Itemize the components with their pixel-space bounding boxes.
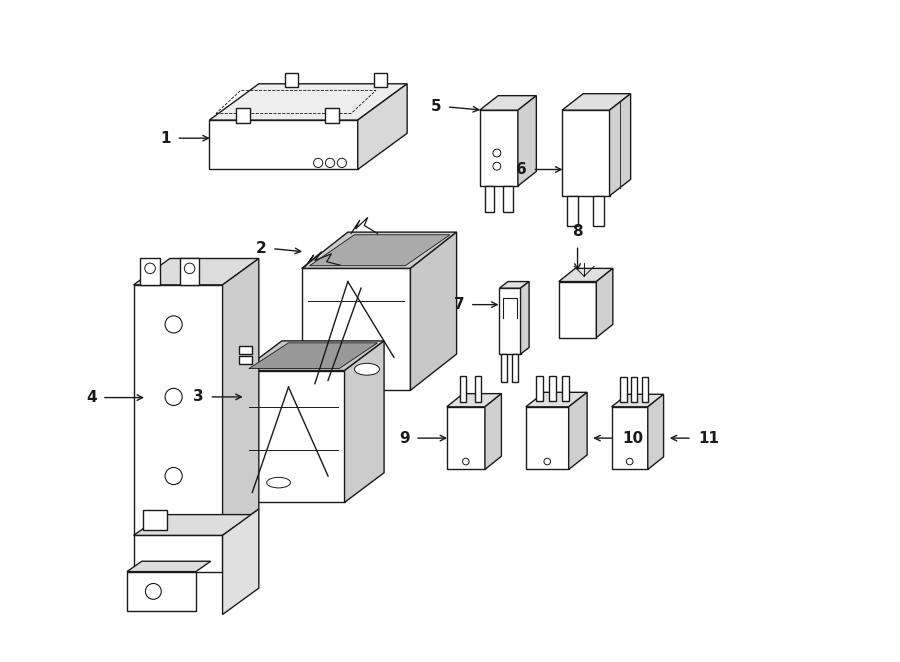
Text: 3: 3 (194, 389, 204, 404)
Bar (485, 123, 513, 140)
Polygon shape (500, 281, 529, 288)
Circle shape (313, 158, 323, 167)
Polygon shape (133, 285, 222, 536)
Ellipse shape (266, 477, 291, 488)
Polygon shape (239, 346, 252, 354)
Polygon shape (222, 258, 259, 536)
Text: 9: 9 (400, 430, 410, 446)
Polygon shape (520, 281, 529, 354)
Ellipse shape (355, 363, 380, 375)
Text: 11: 11 (698, 430, 719, 446)
Polygon shape (569, 393, 587, 469)
Polygon shape (210, 84, 407, 120)
Polygon shape (485, 186, 494, 213)
Polygon shape (642, 377, 648, 402)
Polygon shape (133, 258, 259, 285)
Polygon shape (518, 95, 536, 186)
Polygon shape (559, 281, 597, 338)
Text: 1: 1 (160, 130, 171, 146)
Circle shape (145, 263, 156, 273)
Polygon shape (222, 509, 259, 614)
Circle shape (326, 158, 335, 167)
Polygon shape (597, 268, 613, 338)
Polygon shape (374, 73, 387, 87)
Polygon shape (501, 354, 508, 382)
Polygon shape (242, 371, 345, 502)
Polygon shape (536, 376, 543, 401)
Polygon shape (345, 341, 384, 502)
Polygon shape (242, 341, 384, 371)
Polygon shape (485, 394, 501, 469)
Text: 10: 10 (622, 430, 644, 446)
Polygon shape (559, 268, 613, 281)
Polygon shape (611, 395, 663, 407)
Polygon shape (302, 232, 456, 268)
Polygon shape (239, 356, 252, 364)
Circle shape (165, 389, 182, 406)
Polygon shape (285, 73, 299, 87)
Polygon shape (562, 376, 569, 401)
Polygon shape (236, 108, 250, 123)
Bar (309, 441, 331, 459)
Circle shape (493, 149, 500, 157)
Polygon shape (620, 377, 626, 402)
Polygon shape (357, 84, 407, 169)
Polygon shape (648, 395, 663, 469)
Polygon shape (562, 94, 631, 110)
Text: 8: 8 (572, 224, 583, 239)
Polygon shape (133, 514, 252, 536)
Polygon shape (526, 407, 569, 469)
Polygon shape (446, 394, 501, 407)
Polygon shape (460, 377, 466, 402)
Text: 7: 7 (454, 297, 464, 312)
Polygon shape (480, 110, 518, 186)
Polygon shape (503, 186, 513, 213)
Polygon shape (180, 258, 200, 285)
Polygon shape (631, 377, 637, 402)
Circle shape (544, 458, 551, 465)
Polygon shape (512, 354, 517, 382)
Polygon shape (325, 108, 339, 123)
Polygon shape (567, 196, 578, 226)
Polygon shape (475, 377, 482, 402)
Circle shape (493, 162, 500, 170)
Circle shape (338, 158, 346, 167)
Polygon shape (310, 235, 450, 265)
Polygon shape (143, 510, 166, 530)
Polygon shape (127, 571, 196, 611)
Polygon shape (133, 536, 222, 571)
Circle shape (463, 458, 469, 465)
Circle shape (165, 316, 182, 333)
Polygon shape (410, 232, 456, 391)
Polygon shape (446, 407, 485, 469)
Polygon shape (249, 343, 377, 369)
Circle shape (146, 583, 161, 599)
Polygon shape (500, 288, 520, 354)
Bar (569, 124, 601, 143)
Polygon shape (222, 514, 252, 571)
Polygon shape (480, 95, 536, 110)
Text: 5: 5 (431, 99, 441, 115)
Polygon shape (549, 376, 556, 401)
Polygon shape (593, 196, 604, 226)
Polygon shape (127, 561, 211, 571)
Circle shape (184, 263, 195, 273)
Polygon shape (210, 120, 357, 169)
Polygon shape (302, 268, 410, 391)
Circle shape (165, 467, 182, 485)
Polygon shape (609, 94, 631, 196)
Text: 4: 4 (86, 390, 96, 405)
Polygon shape (140, 258, 160, 285)
Polygon shape (562, 110, 609, 196)
Polygon shape (611, 407, 648, 469)
Text: 6: 6 (517, 162, 527, 177)
Polygon shape (526, 393, 587, 407)
Text: 2: 2 (256, 241, 266, 256)
Circle shape (626, 458, 633, 465)
